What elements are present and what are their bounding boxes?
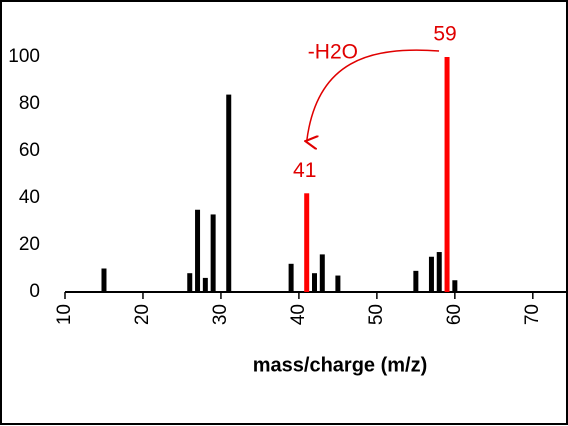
loss-arrow — [307, 49, 440, 141]
y-tick-label: 60 — [19, 140, 40, 161]
peak-label: 41 — [293, 159, 316, 182]
bar — [452, 280, 458, 292]
y-tick-label: 100 — [8, 46, 40, 67]
bar — [187, 273, 193, 292]
x-tick-label: 70 — [522, 304, 543, 325]
bar — [101, 268, 107, 292]
bar — [444, 57, 450, 292]
x-axis-title: mass/charge (m/z) — [253, 354, 428, 376]
x-tick-label: 20 — [132, 304, 153, 325]
peak-label: 59 — [433, 23, 456, 46]
x-tick-label: 60 — [444, 304, 465, 325]
loss-label: -H2O — [308, 41, 358, 64]
y-tick-label: 40 — [19, 187, 40, 208]
bar — [319, 254, 325, 292]
bar — [436, 252, 442, 292]
x-tick-label: 30 — [210, 304, 231, 325]
y-tick-label: 20 — [19, 234, 40, 255]
bar — [288, 263, 294, 292]
bar — [202, 277, 208, 292]
bar — [304, 193, 310, 292]
bar — [335, 275, 341, 292]
bar — [413, 270, 419, 292]
x-tick-label: 50 — [366, 304, 387, 325]
bar — [195, 209, 201, 292]
bar — [210, 214, 216, 292]
x-tick-label: 40 — [288, 304, 309, 325]
bar — [312, 273, 317, 292]
x-tick-label: 10 — [54, 304, 75, 325]
bar — [428, 256, 434, 292]
y-tick-label: 0 — [29, 281, 40, 302]
bar — [226, 94, 232, 292]
y-tick-label: 80 — [19, 93, 40, 114]
